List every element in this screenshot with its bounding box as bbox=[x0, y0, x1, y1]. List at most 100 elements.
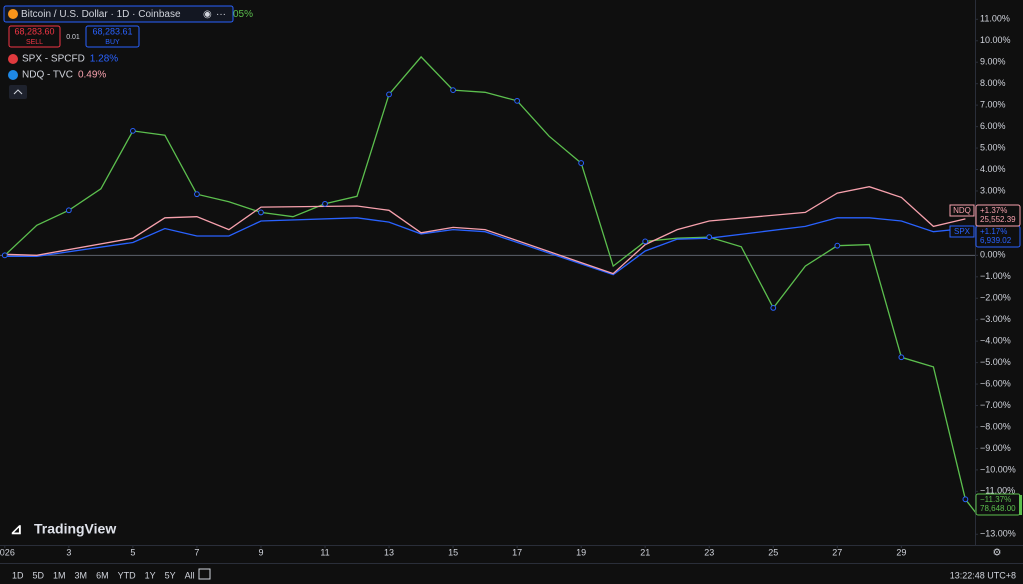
legend-icon bbox=[8, 54, 18, 64]
point-marker bbox=[834, 242, 841, 249]
x-tick-label: 9 bbox=[258, 547, 263, 557]
timeframe-button[interactable]: 1D bbox=[12, 570, 24, 580]
y-tick-label: 6.00% bbox=[980, 121, 1006, 131]
series-line bbox=[4, 217, 966, 276]
y-tick-label: −11.00% bbox=[980, 486, 1015, 496]
btc-icon bbox=[8, 9, 18, 19]
buy-label[interactable]: BUY bbox=[105, 39, 120, 46]
price-tag-box bbox=[975, 204, 1021, 227]
x-tick-label: 25 bbox=[768, 547, 778, 557]
price-tag-symbol-box bbox=[949, 204, 975, 217]
y-tick-label: −5.00% bbox=[980, 357, 1011, 367]
legend-name: NDQ - TVC bbox=[22, 70, 73, 81]
clock: 13:22:48 UTC+8 bbox=[950, 570, 1016, 580]
point-marker bbox=[65, 207, 72, 214]
timeframe-button[interactable]: 5D bbox=[33, 570, 45, 580]
legend-change: 1.28% bbox=[90, 54, 118, 65]
point-marker bbox=[322, 200, 328, 207]
spread: 0.01 bbox=[66, 34, 80, 41]
symbol-title: Bitcoin / U.S. Dollar · 1D · Coinbase bbox=[21, 9, 181, 20]
x-tick-label: 29 bbox=[896, 547, 906, 557]
collapse-icon bbox=[13, 89, 23, 95]
price-tag-change: −11.37% bbox=[980, 495, 1011, 504]
y-tick-label: −4.00% bbox=[980, 336, 1011, 346]
point-marker bbox=[962, 496, 969, 503]
buy-button[interactable] bbox=[85, 25, 140, 48]
x-tick-label: 7 bbox=[194, 547, 199, 557]
logo-mark: ⊿ bbox=[10, 521, 23, 538]
timeframe-button[interactable]: 3M bbox=[75, 570, 88, 580]
y-tick-label: −9.00% bbox=[980, 443, 1011, 453]
timeframe-button[interactable]: 1Y bbox=[145, 570, 156, 580]
settings-icon[interactable]: ⚙ bbox=[993, 548, 1002, 559]
y-tick-label: −7.00% bbox=[980, 400, 1011, 410]
y-tick-label: −13.00% bbox=[980, 529, 1016, 539]
price-indicator bbox=[1019, 495, 1022, 515]
y-tick-label: 4.00% bbox=[980, 164, 1006, 174]
y-tick-label: −3.00% bbox=[980, 314, 1011, 324]
logo: TradingView bbox=[34, 521, 116, 537]
y-tick-label: 11.00% bbox=[980, 14, 1010, 24]
legend-name: SPX - SPCFD bbox=[22, 54, 85, 65]
series-line bbox=[4, 55, 975, 513]
sell-button[interactable] bbox=[8, 25, 61, 48]
date-range-icon[interactable] bbox=[198, 568, 211, 580]
price-tag-price: 25,552.39 bbox=[980, 215, 1016, 224]
point-marker bbox=[1, 252, 8, 259]
y-tick-label: −1.00% bbox=[980, 271, 1011, 281]
legend-icon bbox=[8, 70, 18, 80]
eye-icon[interactable]: ◉ bbox=[203, 9, 212, 20]
sell-label[interactable]: SELL bbox=[26, 39, 43, 46]
point-marker bbox=[578, 160, 585, 166]
y-tick-label: −10.00% bbox=[980, 464, 1016, 474]
collapse-button[interactable] bbox=[9, 85, 27, 99]
y-tick-label: 9.00% bbox=[980, 57, 1006, 67]
y-tick-label: −8.00% bbox=[980, 421, 1011, 431]
price-tag-price: 78,648.00 bbox=[980, 504, 1016, 513]
symbol-box[interactable] bbox=[3, 5, 234, 23]
y-tick-label: 8.00% bbox=[980, 78, 1006, 88]
x-tick-label: 17 bbox=[512, 547, 522, 557]
legend-change: 0.49% bbox=[78, 70, 106, 81]
point-marker bbox=[129, 127, 136, 134]
y-tick-label: −2.00% bbox=[980, 293, 1011, 303]
sell-price[interactable]: 68,283.60 bbox=[14, 26, 54, 36]
price-tag-price: 6,939.02 bbox=[980, 236, 1012, 245]
y-tick-label: 5.00% bbox=[980, 142, 1006, 152]
plot-area bbox=[0, 55, 975, 513]
price-tag-change: +1.37% bbox=[980, 206, 1007, 215]
point-marker bbox=[642, 238, 649, 245]
price-tag-symbol-box bbox=[949, 225, 975, 238]
x-tick-label: 2026 bbox=[0, 547, 15, 557]
point-marker bbox=[514, 97, 521, 104]
point-marker bbox=[706, 234, 713, 240]
point-marker bbox=[770, 305, 777, 311]
point-marker bbox=[386, 91, 392, 98]
x-tick-label: 27 bbox=[832, 547, 842, 557]
x-tick-label: 11 bbox=[320, 547, 329, 557]
y-tick-label: −6.00% bbox=[980, 378, 1011, 388]
symbol-change: 05% bbox=[233, 9, 253, 20]
price-tag-symbol: SPX bbox=[954, 227, 971, 236]
point-marker bbox=[258, 209, 264, 216]
x-tick-label: 21 bbox=[640, 547, 650, 557]
price-tag-symbol: NDQ bbox=[953, 206, 971, 215]
point-marker bbox=[194, 191, 200, 198]
x-tick-label: 23 bbox=[704, 547, 714, 557]
y-tick-label: 3.00% bbox=[980, 185, 1006, 195]
x-tick-label: 15 bbox=[448, 547, 458, 557]
timeframe-button[interactable]: 6M bbox=[96, 570, 109, 580]
series-line bbox=[4, 186, 966, 275]
price-tag-change: +1.17% bbox=[980, 227, 1007, 236]
x-tick-label: 5 bbox=[130, 547, 135, 557]
timeframe-button[interactable]: 5Y bbox=[165, 570, 176, 580]
buy-price[interactable]: 68,283.61 bbox=[92, 26, 132, 36]
x-tick-label: 13 bbox=[384, 547, 394, 557]
x-tick-label: 19 bbox=[576, 547, 586, 557]
more-icon[interactable]: ··· bbox=[216, 9, 226, 20]
x-tick-label: 3 bbox=[66, 547, 71, 557]
timeframe-button[interactable]: YTD bbox=[118, 570, 137, 580]
timeframe-button[interactable]: 1M bbox=[53, 570, 66, 580]
timeframe-button[interactable]: All bbox=[185, 570, 195, 580]
legend: SPX - SPCFD 1.28% NDQ - TVC 0.49% bbox=[8, 54, 118, 81]
